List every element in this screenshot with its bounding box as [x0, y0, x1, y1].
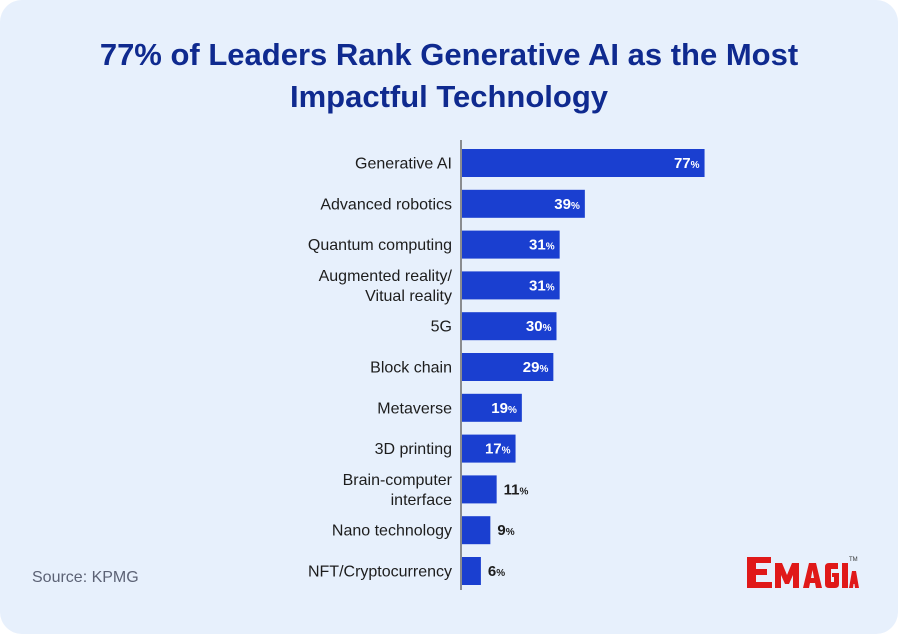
value-label: 39%: [554, 196, 580, 213]
value-label: 6%: [488, 563, 505, 580]
bar: [462, 393, 522, 422]
value-label: 30%: [526, 318, 552, 335]
category-label: Quantum computing: [308, 237, 452, 254]
category-label: Advanced robotics: [320, 196, 452, 213]
category-label: Augmented reality/Vitual reality: [319, 268, 453, 305]
bar: [462, 434, 516, 463]
value-label: 29%: [523, 359, 549, 376]
bar: [462, 353, 554, 381]
emagia-logo: TM: [747, 557, 859, 588]
bar: [462, 516, 491, 545]
category-label: Nano technology: [332, 523, 452, 540]
value-label: 77%: [674, 155, 700, 172]
bar: [462, 312, 557, 341]
bar: [462, 149, 705, 177]
category-label: 3D printing: [375, 441, 452, 458]
bar: [462, 475, 497, 504]
value-label: 17%: [485, 441, 511, 458]
value-label: 9%: [497, 522, 514, 539]
value-label: 31%: [529, 277, 555, 294]
category-label: Generative AI: [355, 156, 452, 173]
category-label: 5G: [431, 319, 452, 336]
bar: [462, 557, 481, 585]
category-label: NFT/Cryptocurrency: [308, 564, 452, 581]
svg-text:TM: TM: [849, 557, 858, 563]
category-label: Brain-computer interface: [343, 472, 453, 509]
bar: [462, 230, 560, 259]
bar: [462, 271, 560, 300]
chart-title: 77% of Leaders Rank Generative AI as the…: [99, 37, 799, 114]
category-label: Metaverse: [377, 400, 452, 417]
category-label: Block chain: [370, 360, 452, 377]
value-label: 31%: [529, 237, 555, 254]
value-label: 11%: [504, 481, 529, 498]
value-label: 19%: [491, 400, 517, 417]
bar: [462, 189, 585, 218]
source-note: Source: KPMG: [32, 569, 139, 586]
